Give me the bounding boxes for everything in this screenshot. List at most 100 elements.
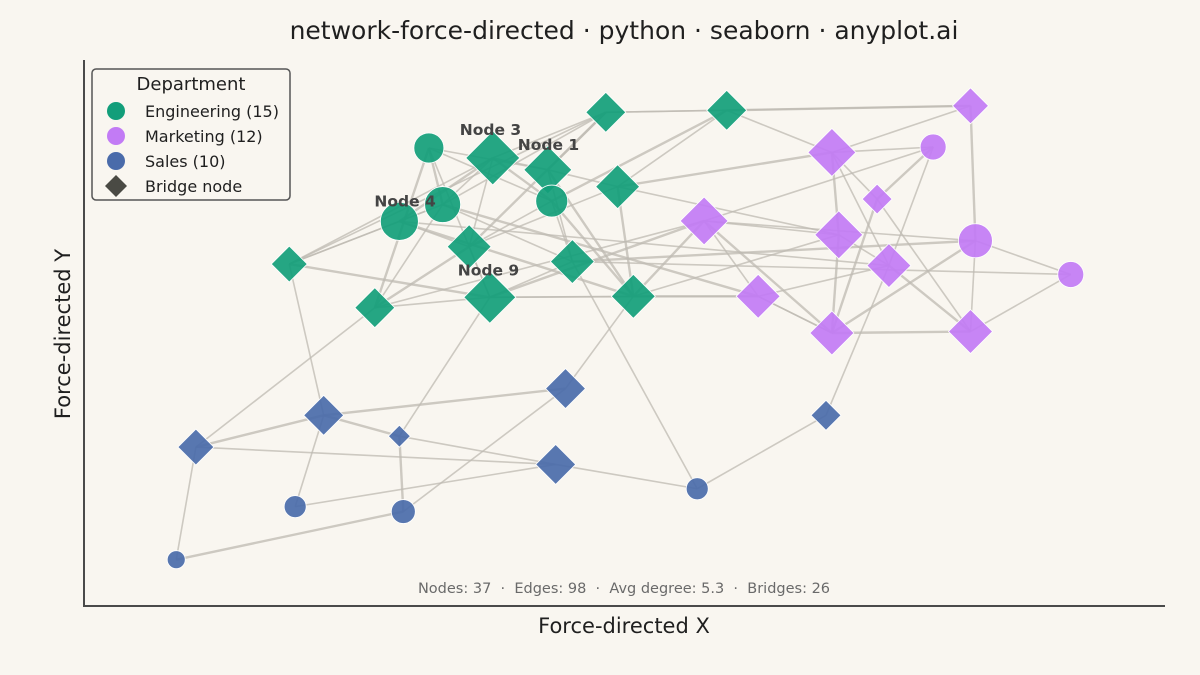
bridge-node-engineering <box>354 287 396 329</box>
node-engineering <box>424 186 462 223</box>
legend-marker <box>107 102 125 120</box>
edge <box>175 446 197 560</box>
edge <box>969 105 977 241</box>
edge <box>757 264 890 298</box>
bridge-node-marketing <box>809 310 855 356</box>
bridge-node-sales <box>177 428 215 466</box>
bridge-node-engineering <box>446 224 492 270</box>
edge <box>831 239 977 335</box>
legend-label: Marketing (12) <box>145 127 263 146</box>
bridge-node-engineering <box>465 130 521 186</box>
bridge-node-sales <box>810 399 842 431</box>
bridge-node-sales <box>387 424 411 448</box>
bridge-node-engineering <box>463 270 517 324</box>
edge <box>550 200 635 298</box>
node-sales <box>390 499 416 524</box>
edge <box>195 446 556 466</box>
edge <box>175 510 404 561</box>
bridge-node-marketing <box>866 242 912 289</box>
node-engineering <box>379 202 419 241</box>
edge <box>399 435 556 466</box>
edge <box>831 105 971 154</box>
legend: Department Engineering (15) Marketing (12… <box>91 68 291 201</box>
edge <box>696 414 827 490</box>
y-axis-label: Force-directed Y <box>51 249 75 419</box>
edge <box>825 265 890 416</box>
bridge-node-engineering <box>610 273 656 319</box>
edge <box>195 414 324 449</box>
edge <box>830 198 879 334</box>
node-engineering <box>413 132 445 164</box>
bridge-node-sales <box>544 367 587 410</box>
bridge-node-sales <box>535 443 577 486</box>
network-stats: Nodes: 37 · Edges: 98 · Avg degree: 5.3 … <box>418 581 830 597</box>
node-sales <box>685 477 709 501</box>
node-label: Node 9 <box>458 261 519 279</box>
legend-label: Sales (10) <box>145 152 226 171</box>
edge <box>703 146 934 222</box>
edge <box>572 260 1071 276</box>
legend-title: Department <box>137 74 246 95</box>
edge <box>555 463 698 490</box>
edge <box>374 204 444 309</box>
edge <box>888 146 934 266</box>
bridge-node-marketing <box>861 183 893 215</box>
edge <box>288 220 400 265</box>
bridge-node-engineering <box>270 245 308 283</box>
edge <box>442 203 759 298</box>
bridge-node-sales <box>303 394 345 436</box>
legend-marker <box>107 127 125 145</box>
edge <box>888 264 972 333</box>
legend-label: Bridge node <box>145 177 242 196</box>
x-axis-label: Force-directed X <box>538 614 710 638</box>
node-label: Node 4 <box>374 192 436 210</box>
edge <box>374 220 705 309</box>
edge <box>402 387 566 513</box>
node-engineering <box>535 184 569 218</box>
edge <box>195 307 376 448</box>
edge <box>399 220 634 298</box>
node-sales <box>283 495 307 519</box>
nodes-layer <box>166 87 1085 570</box>
chart-title: network-force-directed · python · seabor… <box>290 16 959 45</box>
bridge-node-marketing <box>735 273 781 319</box>
edge <box>831 330 971 335</box>
node-label: Node 3 <box>460 121 521 139</box>
node-marketing <box>958 223 993 259</box>
node-marketing <box>1057 261 1085 288</box>
edge <box>617 185 839 236</box>
edge <box>289 262 491 299</box>
legend-items: Engineering (15) Marketing (12) Sales (10)… <box>105 102 279 197</box>
edge <box>288 263 325 416</box>
bridge-node-engineering <box>585 91 627 133</box>
edge <box>564 295 634 390</box>
bridge-node-marketing <box>951 87 990 125</box>
bridge-node-marketing <box>679 196 729 246</box>
edge <box>617 151 833 188</box>
node-marketing <box>919 133 947 161</box>
legend-marker <box>107 152 125 170</box>
edge <box>468 185 618 248</box>
edge <box>551 109 728 203</box>
edge <box>374 245 470 309</box>
legend-box <box>91 68 291 201</box>
bridge-node-marketing <box>807 127 857 178</box>
legend-marker <box>105 175 127 197</box>
node-label: Node 1 <box>518 136 579 154</box>
edge <box>726 104 971 112</box>
edge <box>572 239 976 263</box>
edge <box>398 436 405 512</box>
edge <box>323 387 566 417</box>
node-sales <box>166 550 186 570</box>
edge <box>703 220 833 334</box>
bridge-node-engineering <box>549 239 595 285</box>
edge <box>970 273 1072 333</box>
bridge-node-marketing <box>947 308 994 355</box>
edge <box>442 111 607 206</box>
legend-label: Engineering (15) <box>145 102 279 121</box>
edge <box>831 152 890 266</box>
edge <box>398 296 491 437</box>
bridge-node-marketing <box>814 210 864 260</box>
